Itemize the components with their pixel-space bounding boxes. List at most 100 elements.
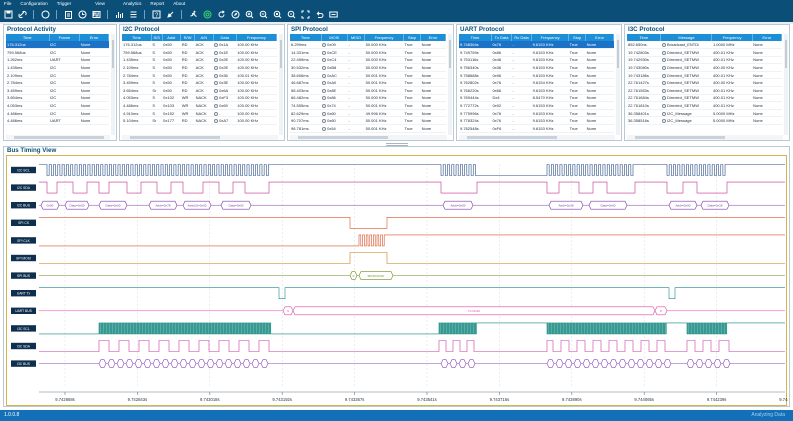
table-row[interactable]: 14.331ms 0xCE -50.000 KHz True None bbox=[290, 48, 446, 57]
bus-segment[interactable] bbox=[467, 359, 476, 368]
table-row[interactable]: 36.358516s I2C_Message 5.0000 MHz None bbox=[627, 116, 782, 126]
expand-icon[interactable] bbox=[322, 103, 327, 108]
fullscreen-icon[interactable] bbox=[300, 10, 310, 20]
expand-icon[interactable] bbox=[214, 50, 219, 55]
column-header[interactable]: MISO bbox=[347, 34, 366, 41]
bus-segment[interactable] bbox=[260, 359, 269, 368]
table-row[interactable]: 82.629ms 0x60 -49.996 KHz True None bbox=[290, 109, 446, 118]
table-row[interactable]: 9.758688s 0x96-9.6153 KHz True None bbox=[459, 71, 614, 80]
bus-segment[interactable] bbox=[40, 200, 60, 210]
bus-segment[interactable] bbox=[654, 306, 668, 316]
table-row[interactable]: 5.104ms Sr 0x177 RD NACK 0xA7 100.00 KHz bbox=[122, 116, 277, 126]
table-row[interactable]: 9.766220s 0x66-9.6153 KHz True None bbox=[459, 86, 614, 95]
bus-segment[interactable] bbox=[546, 359, 555, 368]
bus-segment[interactable] bbox=[442, 200, 474, 210]
bus-segment[interactable] bbox=[582, 359, 591, 368]
expand-icon[interactable] bbox=[322, 126, 327, 131]
table-row[interactable]: 38.606ms 0xAC -50.001 KHz True None bbox=[290, 71, 446, 80]
expand-icon[interactable] bbox=[661, 66, 666, 71]
menu-file[interactable]: File bbox=[4, 1, 12, 6]
channel-label-box[interactable] bbox=[11, 290, 36, 297]
bus-segment[interactable] bbox=[440, 359, 449, 368]
bus-segment[interactable] bbox=[220, 200, 252, 210]
expand-icon[interactable] bbox=[661, 103, 666, 108]
vertical-scrollbar[interactable] bbox=[111, 34, 115, 135]
channel-label-box[interactable] bbox=[11, 342, 36, 350]
expand-icon[interactable] bbox=[322, 111, 327, 116]
column-header[interactable]: Time bbox=[627, 34, 662, 41]
channel-label-box[interactable] bbox=[11, 184, 36, 191]
bus-segment[interactable] bbox=[636, 359, 645, 368]
table-row[interactable]: 9.756340s 0x36-9.6153 KHz True None bbox=[459, 63, 614, 72]
bus-segment[interactable] bbox=[686, 359, 695, 368]
bus-segment[interactable] bbox=[548, 200, 584, 210]
column-header[interactable]: Error bbox=[752, 34, 783, 41]
bus-segment[interactable] bbox=[555, 359, 564, 368]
column-header[interactable]: Time bbox=[459, 34, 492, 41]
column-header[interactable]: Frequency bbox=[236, 34, 278, 41]
column-header[interactable]: Frequency bbox=[711, 34, 753, 41]
column-header[interactable]: S/S bbox=[151, 34, 163, 41]
expand-icon[interactable] bbox=[661, 88, 666, 93]
expand-icon[interactable] bbox=[214, 66, 219, 71]
vertical-scrollbar[interactable] bbox=[448, 34, 452, 135]
table-row[interactable]: 9.778324s 0x76-9.6153 KHz True None bbox=[459, 116, 614, 126]
column-header[interactable]: Rx Data bbox=[511, 34, 533, 41]
table-row[interactable]: 3.654ms Sr 0x50 RD ACK 0x6A 100.00 KHz bbox=[122, 86, 277, 95]
table-row[interactable]: 1.262ms UART None bbox=[6, 56, 109, 65]
menu-view[interactable]: View bbox=[95, 1, 105, 6]
zoom-out-icon[interactable] bbox=[258, 10, 268, 20]
bus-segment[interactable] bbox=[179, 359, 188, 368]
column-header[interactable]: Addr bbox=[162, 34, 182, 41]
zoom-fit-icon[interactable] bbox=[272, 10, 282, 20]
expand-icon[interactable] bbox=[661, 111, 666, 116]
expand-icon[interactable] bbox=[214, 58, 219, 63]
expand-icon[interactable] bbox=[214, 96, 219, 101]
bus-segment[interactable] bbox=[695, 359, 704, 368]
bus-segment[interactable] bbox=[233, 359, 242, 368]
analytics-icon[interactable] bbox=[114, 10, 124, 20]
bus-segment[interactable] bbox=[242, 359, 251, 368]
table-row[interactable]: 9.782548s 0xF6-9.6153 KHz True None bbox=[459, 124, 614, 133]
table-row[interactable]: 176.312us S 0x50 RD ACK 0x1A 100.00 KHz bbox=[122, 41, 277, 50]
bus-segment[interactable] bbox=[588, 200, 628, 210]
bus-segment[interactable] bbox=[170, 359, 179, 368]
bus-segment[interactable] bbox=[148, 200, 178, 210]
table-row[interactable]: 1.435ms I2C None bbox=[6, 63, 109, 72]
table-row[interactable]: 4.486ms UART None bbox=[6, 116, 109, 126]
channel-label-box[interactable] bbox=[11, 237, 36, 244]
expand-icon[interactable] bbox=[661, 119, 666, 124]
horizontal-scrollbar[interactable] bbox=[290, 135, 447, 140]
bus-segment[interactable] bbox=[349, 271, 358, 280]
expand-icon[interactable] bbox=[322, 66, 327, 71]
bus-segment[interactable] bbox=[713, 359, 722, 368]
expand-icon[interactable] bbox=[214, 81, 219, 86]
table-row[interactable]: 3.654ms I2C None bbox=[6, 94, 109, 103]
table-row[interactable]: 4.486ms I2C None bbox=[6, 109, 109, 118]
table-row[interactable]: 22.459ms 0xC4 -50.000 KHz True None bbox=[290, 56, 446, 65]
column-header[interactable]: Stop bbox=[403, 34, 422, 41]
bus-segment[interactable] bbox=[458, 359, 467, 368]
expand-icon[interactable] bbox=[322, 73, 327, 78]
table-row[interactable]: 19.743080s Directed_SETMW 400.00 KHz None bbox=[627, 63, 782, 72]
bus-segment[interactable] bbox=[182, 200, 212, 210]
vertical-scrollbar[interactable] bbox=[784, 34, 788, 135]
table-row[interactable]: 9.753116s 0x46-9.6153 KHz True None bbox=[459, 56, 614, 65]
column-header[interactable]: Time bbox=[122, 34, 152, 41]
menu-configuration[interactable]: Configuration bbox=[20, 1, 48, 6]
column-header[interactable]: Stop bbox=[568, 34, 587, 41]
bus-segment[interactable] bbox=[668, 200, 698, 210]
bus-segment[interactable] bbox=[700, 200, 730, 210]
bus-segment[interactable] bbox=[591, 359, 600, 368]
horizontal-scrollbar[interactable] bbox=[627, 135, 783, 140]
channel-label-box[interactable] bbox=[11, 254, 36, 262]
channel-label-box[interactable] bbox=[11, 360, 36, 367]
expand-icon[interactable] bbox=[661, 81, 666, 86]
expand-icon[interactable] bbox=[214, 119, 219, 124]
table-row[interactable]: 74.555ms 0x74 -50.001 KHz True None bbox=[290, 101, 446, 110]
vertical-scrollbar[interactable] bbox=[616, 34, 620, 135]
column-header[interactable]: Tx Data bbox=[491, 34, 513, 41]
bus-segment[interactable] bbox=[197, 359, 206, 368]
bus-segment[interactable] bbox=[134, 359, 143, 368]
table-row[interactable]: 9.769444s Dx4-8.5470 KHz True None bbox=[459, 94, 614, 103]
